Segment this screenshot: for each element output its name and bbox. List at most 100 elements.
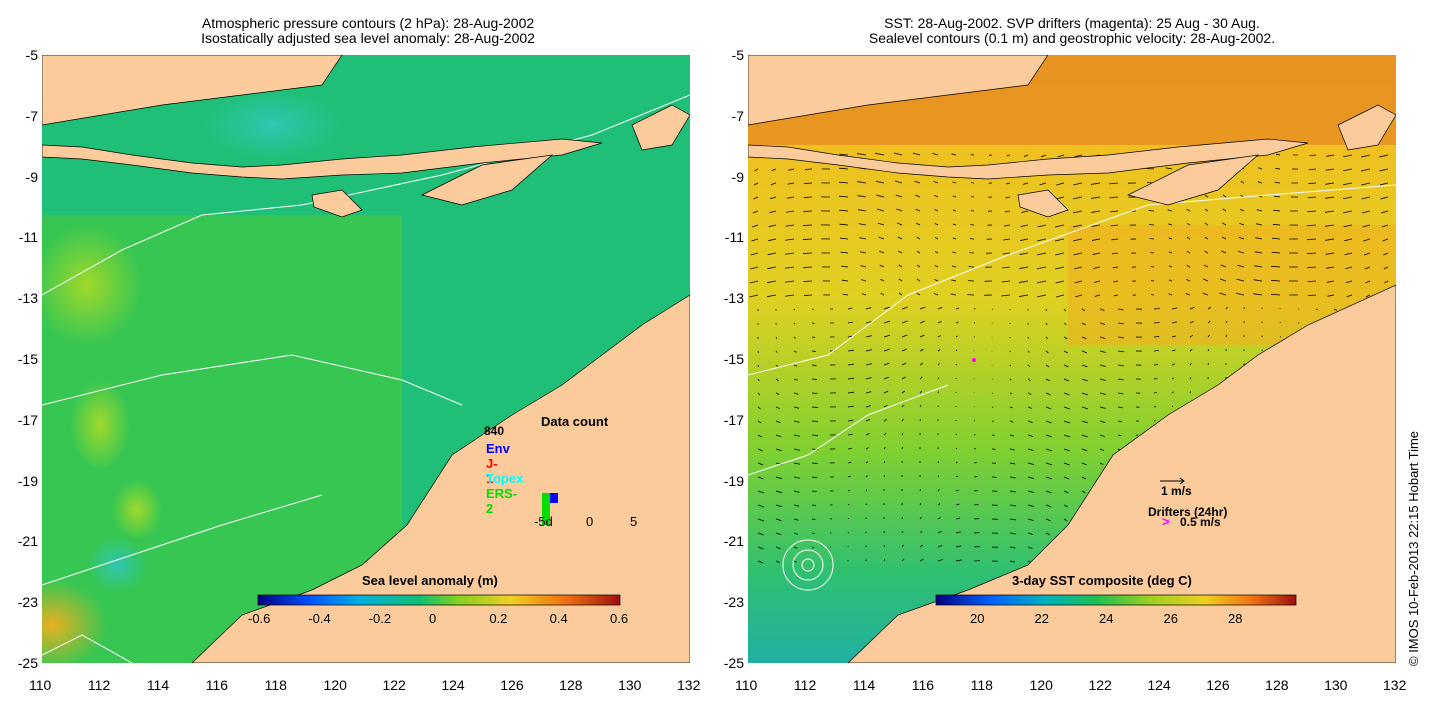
velocity-arrow: [1309, 154, 1317, 157]
velocity-arrow: [847, 391, 854, 394]
velocity-arrow: [1306, 238, 1317, 241]
velocity-arrow: [919, 530, 923, 534]
velocity-arrow: [880, 278, 885, 282]
velocity-arrow: [1037, 224, 1047, 228]
drifter-point: [972, 358, 976, 362]
velocity-arrow: [750, 266, 759, 270]
velocity-arrow: [757, 532, 764, 536]
velocity-arrow: [1360, 154, 1371, 158]
data-count-x-tick: 0: [586, 514, 594, 529]
velocity-arrow: [1186, 264, 1191, 268]
lat-label: -17: [723, 411, 744, 428]
velocity-arrow: [1063, 322, 1067, 326]
velocity-arrow: [865, 391, 872, 394]
velocity-arrow: [1345, 280, 1353, 284]
velocity-arrow: [919, 306, 926, 310]
velocity-arrow: [901, 390, 906, 394]
velocity-arrow: [839, 237, 849, 240]
velocity-arrow: [952, 223, 957, 226]
velocity-arrow: [1239, 222, 1245, 226]
velocity-arrow: [1117, 364, 1124, 367]
velocity-arrow: [1027, 504, 1034, 507]
velocity-arrow: [1009, 546, 1016, 549]
velocity-arrow: [788, 168, 795, 171]
velocity-arrow: [793, 322, 796, 325]
velocity-arrow: [883, 446, 886, 450]
sla-tick-label: 0.2: [489, 611, 508, 626]
velocity-arrow: [916, 264, 921, 268]
velocity-arrow: [919, 348, 924, 352]
sumba-island: [1017, 189, 1069, 218]
velocity-arrow: [937, 545, 943, 548]
velocity-arrow: [1117, 308, 1124, 311]
velocity-arrow: [847, 307, 853, 310]
velocity-arrow: [1072, 210, 1083, 214]
velocity-arrow: [1002, 266, 1011, 269]
velocity-arrow: [883, 320, 891, 324]
velocity-arrow: [901, 320, 908, 324]
lat-label: -7: [731, 107, 744, 124]
lon-label: 118: [970, 677, 993, 693]
velocity-arrow: [757, 546, 764, 550]
velocity-arrow: [1153, 336, 1160, 338]
velocity-arrow: [1045, 420, 1052, 424]
velocity-arrow: [1019, 280, 1029, 283]
drifter-symbol: >: [1162, 514, 1170, 529]
velocity-arrow: [937, 531, 942, 534]
velocity-arrow: [1383, 266, 1389, 270]
velocity-arrow: [877, 208, 885, 212]
velocity-arrow: [1221, 236, 1227, 240]
velocity-arrow: [847, 503, 850, 506]
velocity-arrow: [1153, 308, 1160, 310]
velocity-arrow: [915, 208, 921, 212]
velocity-arrow: [1225, 334, 1227, 338]
velocity-arrow: [859, 251, 867, 254]
velocity-arrow: [1149, 238, 1155, 240]
velocity-arrow: [901, 376, 906, 380]
velocity-arrow: [1112, 266, 1119, 269]
sla-data-count-chart: [542, 493, 558, 525]
left-title: Atmospheric pressure contours (2 hPa): 2…: [40, 16, 696, 46]
velocity-arrow: [1113, 280, 1119, 283]
velocity-arrow: [934, 279, 939, 282]
sumba-island: [311, 189, 363, 218]
velocity-arrow: [803, 196, 813, 198]
velocity-arrow: [933, 293, 939, 296]
velocity-arrow: [1027, 462, 1034, 465]
velocity-arrow: [752, 210, 759, 214]
velocity-arrow: [1020, 224, 1029, 227]
velocity-arrow: [1020, 238, 1029, 241]
velocity-arrow: [876, 194, 885, 198]
sst-colorbar-label: 3-day SST composite (deg C): [1012, 573, 1192, 588]
lon-label: 126: [500, 677, 524, 693]
velocity-arrow: [1063, 518, 1068, 522]
velocity-arrow: [775, 448, 782, 452]
velocity-arrow: [895, 194, 903, 198]
velocity-arrow: [1326, 266, 1335, 269]
velocity-arrow: [775, 378, 779, 382]
velocity-arrow: [955, 489, 959, 492]
velocity-arrow: [1326, 280, 1335, 283]
lon-label: 132: [1383, 677, 1407, 693]
velocity-arrow: [919, 558, 924, 562]
velocity-arrow: [847, 363, 855, 366]
velocity-arrow: [934, 195, 939, 198]
velocity-arrow: [919, 334, 925, 338]
velocity-arrow: [937, 503, 941, 506]
velocity-arrow: [1045, 476, 1052, 480]
velocity-arrow: [883, 348, 890, 352]
velocity-arrow: [803, 210, 813, 212]
velocity-arrow: [901, 530, 904, 534]
velocity-arrow: [1037, 252, 1047, 256]
velocity-arrow: [901, 558, 905, 562]
velocity-arrow: [955, 335, 958, 338]
velocity-arrow: [771, 168, 777, 172]
lon-label: 110: [29, 677, 52, 693]
lat-label: -17: [17, 411, 38, 428]
velocity-arrow: [1045, 518, 1051, 522]
velocity-arrow: [757, 518, 765, 522]
velocity-arrow: [1036, 280, 1047, 284]
velocity-arrow: [1091, 238, 1101, 241]
velocity-arrow: [937, 349, 941, 352]
velocity-arrow: [1207, 306, 1212, 310]
